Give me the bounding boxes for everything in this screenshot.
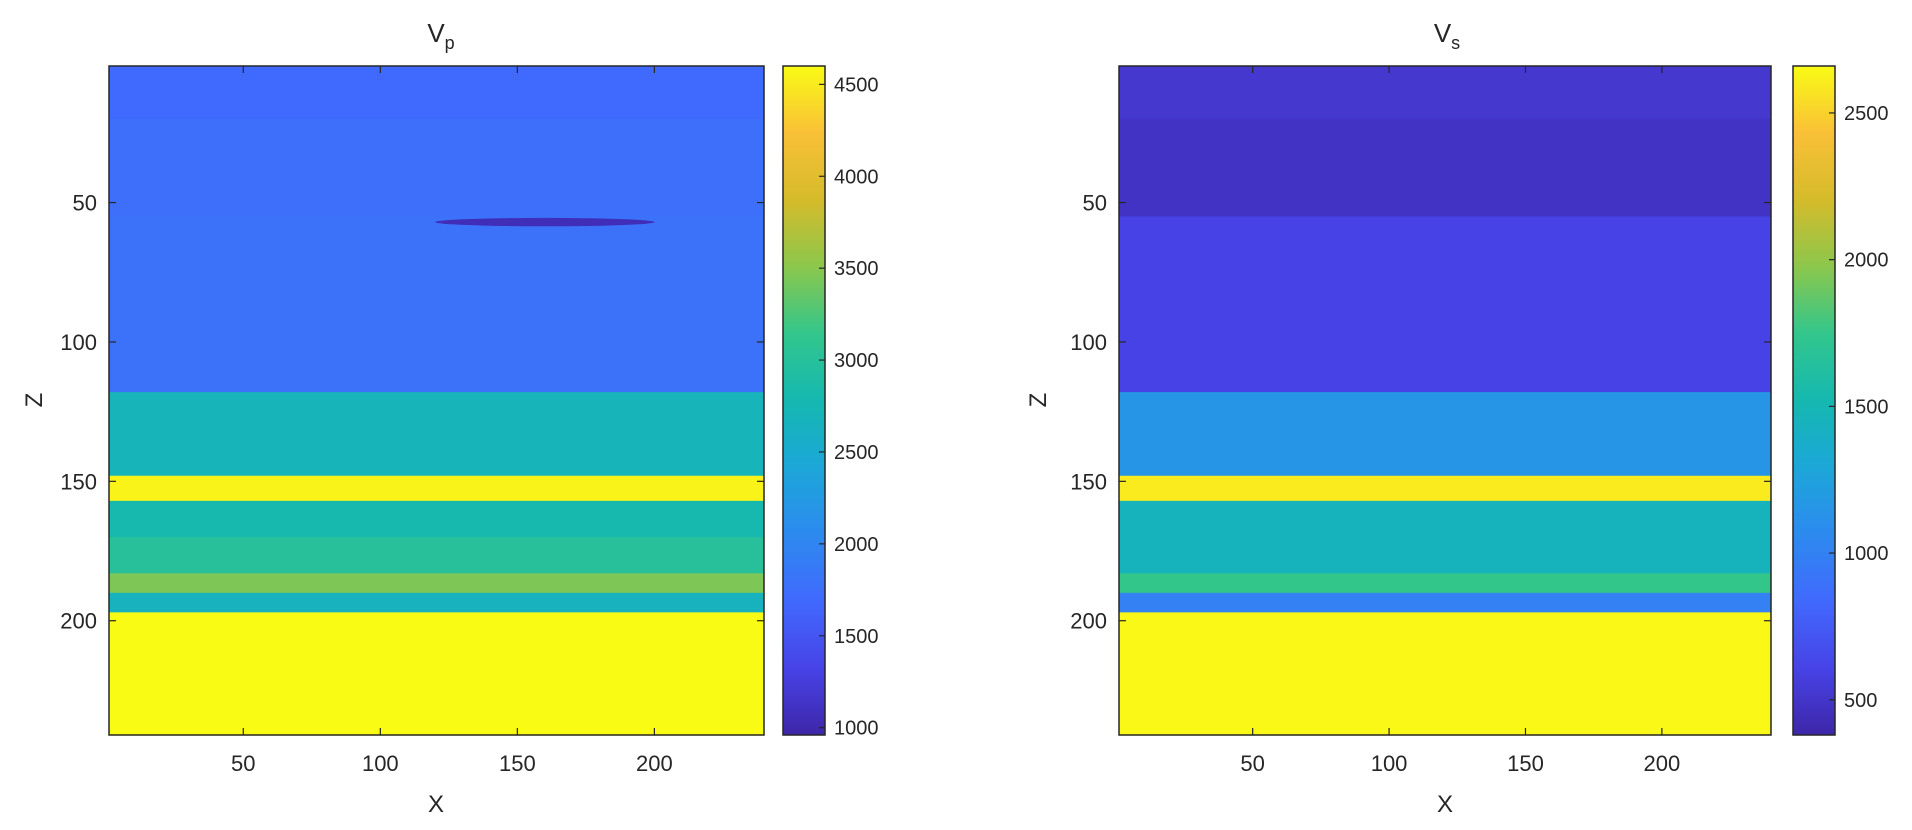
- velocity-layer-3: [109, 216, 764, 393]
- z-tick-label: 50: [73, 191, 97, 216]
- z-tick-label: 200: [1070, 609, 1107, 634]
- z-tick-label: 100: [60, 330, 97, 355]
- axis-ticks-vs: 50 100 150 200 50 100 150 200: [1070, 66, 1771, 776]
- colorbar-tick-label: 1000: [1844, 543, 1889, 565]
- colorbar-tick-label: 1500: [834, 626, 879, 648]
- z-tick-label: 150: [1070, 469, 1107, 494]
- velocity-anomaly-1: [435, 217, 655, 227]
- plot-frame-vs: [1118, 65, 1772, 736]
- velocity-layer-7: [1119, 573, 1771, 594]
- colorbar-tick-label: 2500: [1844, 103, 1889, 125]
- colorbar-tick-label: 2000: [834, 534, 879, 556]
- velocity-layer-6: [1119, 500, 1771, 574]
- colorbar-vp: 1000 1500 2000 2500 3000 3500 4000 4500: [782, 65, 879, 740]
- colorbar-vs: 500 1000 1500 2000 2500: [1792, 65, 1889, 736]
- velocity-layer-2: [109, 118, 764, 218]
- colorbar-gradient: [1793, 66, 1835, 735]
- velocity-layer-9: [1119, 612, 1771, 736]
- colorbar-tick-label: 1000: [834, 718, 879, 740]
- plot-frame-vp: [108, 65, 765, 736]
- axis-ticks-vp: 50 100 150 200 50 100 150 200: [60, 66, 764, 776]
- velocity-layer-4: [109, 392, 764, 477]
- x-tick-label: 200: [636, 751, 673, 776]
- velocity-layer-5: [1119, 475, 1771, 502]
- plot-title-vp: Vp: [427, 18, 454, 53]
- velocity-layer-4: [1119, 392, 1771, 477]
- velocity-layer-5: [109, 475, 764, 502]
- x-tick-label: 50: [1240, 751, 1264, 776]
- plot-title-vs: Vs: [1434, 18, 1460, 53]
- x-tick-label: 100: [1371, 751, 1408, 776]
- colorbar-tick-label: 3000: [834, 350, 879, 372]
- x-tick-label: 150: [1507, 751, 1544, 776]
- velocity-layer-1: [1119, 66, 1771, 120]
- panel-vp: Vp 50 100 150 200 50 100 150 200 X Z 1000 1500 20…: [21, 18, 879, 818]
- colorbar-frame: [1792, 65, 1836, 736]
- z-tick-label: 100: [1070, 330, 1107, 355]
- z-tick-label: 50: [1083, 191, 1107, 216]
- colorbar-tick-label: 2000: [1844, 250, 1889, 272]
- x-axis-label-vp: X: [428, 791, 444, 818]
- velocity-layer-1: [109, 66, 764, 120]
- colorbar-frame: [782, 65, 826, 736]
- velocity-layer-8: [109, 573, 764, 594]
- colorbar-tick-label: 500: [1844, 690, 1877, 712]
- colorbar-tick-label: 4000: [834, 166, 879, 188]
- y-axis-label-vs: Z: [1025, 393, 1052, 408]
- velocity-layer-8: [1119, 592, 1771, 613]
- colorbar-tick-label: 4500: [834, 74, 879, 96]
- velocity-layer-3: [1119, 216, 1771, 393]
- x-tick-label: 200: [1644, 751, 1681, 776]
- colorbar-gradient: [783, 66, 825, 735]
- velocity-layer-10: [109, 612, 764, 736]
- colorbar-tick-label: 2500: [834, 442, 879, 464]
- y-axis-label-vp: Z: [21, 393, 48, 408]
- velocity-layer-6: [109, 500, 764, 538]
- x-tick-label: 150: [499, 751, 536, 776]
- velocity-layer-2: [1119, 118, 1771, 218]
- x-tick-label: 100: [362, 751, 399, 776]
- z-tick-label: 150: [60, 469, 97, 494]
- velocity-layer-7: [109, 537, 764, 574]
- colorbar-tick-label: 3500: [834, 258, 879, 280]
- panel-vs: Vs 50 100 150 200 50 100 150 200 X Z 500 1000 150…: [1025, 18, 1889, 818]
- velocity-layer-9: [109, 592, 764, 613]
- z-tick-label: 200: [60, 609, 97, 634]
- colorbar-tick-label: 1500: [1844, 396, 1889, 418]
- heatmap-vp: [109, 66, 764, 736]
- x-axis-label-vs: X: [1437, 791, 1453, 818]
- x-tick-label: 50: [231, 751, 255, 776]
- heatmap-vs: [1119, 66, 1771, 736]
